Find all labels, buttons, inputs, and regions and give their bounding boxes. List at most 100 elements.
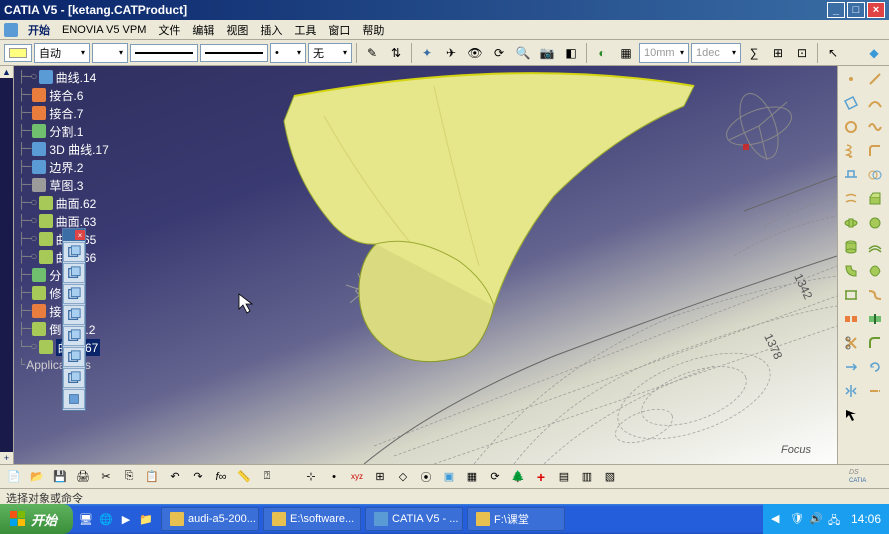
tray-vol-icon[interactable]: 🔊 [809, 512, 823, 526]
cam-icon[interactable]: 📷 [536, 43, 558, 63]
corner-tool-icon[interactable] [864, 140, 886, 162]
cylinder-tool-icon[interactable] [840, 236, 862, 258]
menu-enovia[interactable]: ENOVIA V5 VPM [56, 22, 152, 38]
wire-icon[interactable]: ▦ [615, 43, 637, 63]
save-icon[interactable]: 💾 [50, 467, 70, 487]
cut-icon[interactable]: ✂ [96, 467, 116, 487]
plane-tool-icon[interactable] [840, 92, 862, 114]
ql-folder-icon[interactable]: 📁 [137, 509, 155, 529]
wand-icon[interactable]: ✎ [361, 43, 383, 63]
trim-tool-icon[interactable] [840, 332, 862, 354]
menu-tools[interactable]: 工具 [288, 20, 322, 40]
curve-tool-icon[interactable] [864, 92, 886, 114]
task-software[interactable]: E:\software... [263, 507, 361, 531]
fill-tool-icon[interactable] [864, 260, 886, 282]
split-tool-icon[interactable] [864, 308, 886, 330]
tray-net-icon[interactable]: 🖧 [828, 512, 842, 526]
tree-item[interactable]: ├─3D 曲线.17 [18, 140, 109, 158]
menu-window[interactable]: 窗口 [322, 20, 356, 40]
tree-item[interactable]: ├─草图.3 [18, 176, 109, 194]
tree-item[interactable]: ├─边界.2 [18, 158, 109, 176]
tree-item[interactable]: ├─分割.1 [18, 122, 109, 140]
start-button[interactable]: 开始 [0, 504, 73, 534]
ql-media-icon[interactable]: ▶ [117, 509, 135, 529]
scan-icon[interactable]: ⦿ [416, 467, 436, 487]
menu-edit[interactable]: 编辑 [186, 20, 220, 40]
menu-help[interactable]: 帮助 [356, 20, 390, 40]
translate-tool-icon[interactable] [840, 356, 862, 378]
task-catia[interactable]: CATIA V5 - ... [365, 507, 463, 531]
combo-point[interactable]: • [270, 43, 306, 63]
combo-thickness[interactable] [92, 43, 128, 63]
menu-file[interactable]: 文件 [152, 20, 186, 40]
circle-tool-icon[interactable] [840, 116, 862, 138]
menu-start[interactable]: 开始 [22, 20, 56, 40]
fillet-tool-icon[interactable] [864, 332, 886, 354]
point-tool-icon[interactable] [840, 68, 862, 90]
blend-tool-icon[interactable] [864, 284, 886, 306]
xyz-icon[interactable]: xyz [347, 467, 367, 487]
close-button[interactable]: × [867, 2, 885, 18]
parallel-tool-icon[interactable] [840, 188, 862, 210]
offset-tool-icon[interactable] [864, 236, 886, 258]
view-icon[interactable]: 👁 [464, 43, 486, 63]
combo-none[interactable]: 无 [308, 43, 352, 63]
palette-close-icon[interactable]: × [75, 230, 85, 240]
project-tool-icon[interactable] [840, 164, 862, 186]
compass-icon[interactable]: ✦ [416, 43, 438, 63]
ruler-down-icon[interactable]: + [0, 452, 13, 464]
tree-item[interactable]: ├─○曲面.62 [18, 194, 109, 212]
redo-icon[interactable]: ↷ [188, 467, 208, 487]
set-icon[interactable]: ▦ [462, 467, 482, 487]
combo-dim[interactable]: 10mm [639, 43, 689, 63]
minimize-button[interactable]: _ [827, 2, 845, 18]
menu-insert[interactable]: 插入 [254, 20, 288, 40]
palette-box7-icon[interactable] [63, 368, 85, 388]
arrow-tool-icon[interactable] [840, 404, 862, 426]
formula-icon[interactable]: ∑ [743, 43, 765, 63]
system-tray[interactable]: ◀ 🛡 🔊 🖧 14:06 [763, 504, 889, 534]
revolve-tool-icon[interactable] [840, 212, 862, 234]
axis-icon[interactable]: ⊹ [301, 467, 321, 487]
q-icon[interactable]: ⍰ [257, 467, 277, 487]
combo-linestyle1[interactable] [130, 44, 198, 62]
intersect-tool-icon[interactable] [864, 164, 886, 186]
palette-box2-icon[interactable] [63, 263, 85, 283]
extrude-tool-icon[interactable] [864, 188, 886, 210]
sweep-tool-icon[interactable] [840, 260, 862, 282]
shade-icon[interactable]: ◐ [591, 43, 613, 63]
viewport[interactable]: 1342 1378 [14, 66, 837, 464]
tree-item[interactable]: ├─接合.7 [18, 104, 109, 122]
tree-item[interactable]: ├─○曲线.14 [18, 68, 109, 86]
rotate-tool-icon[interactable] [864, 356, 886, 378]
combo-linestyle2[interactable] [200, 44, 268, 62]
task-ketang[interactable]: F:\课堂 [467, 507, 565, 531]
combo-dec[interactable]: 1dec [691, 43, 741, 63]
measure-icon[interactable]: 📏 [234, 467, 254, 487]
palette-box1-icon[interactable] [63, 242, 85, 262]
palette-box3-icon[interactable] [63, 284, 85, 304]
extrapolate-tool-icon[interactable] [864, 380, 886, 402]
multisection-tool-icon[interactable] [840, 284, 862, 306]
sort-icon[interactable]: ⇅ [385, 43, 407, 63]
menu-view[interactable]: 视图 [220, 20, 254, 40]
arrow-icon[interactable]: ↖ [822, 43, 844, 63]
helix-tool-icon[interactable] [840, 140, 862, 162]
combo-auto[interactable]: 自动 [34, 43, 90, 63]
grid2-icon[interactable]: ⊡ [791, 43, 813, 63]
doc2-icon[interactable]: ▥ [577, 467, 597, 487]
body-icon[interactable]: ▣ [439, 467, 459, 487]
palette-box5-icon[interactable] [63, 326, 85, 346]
workbench-icon[interactable]: ◆ [863, 43, 885, 63]
geom-icon[interactable]: ◇ [393, 467, 413, 487]
doc3-icon[interactable]: ▧ [600, 467, 620, 487]
tree-item[interactable]: ├─接合.6 [18, 86, 109, 104]
color-swatch[interactable] [4, 44, 32, 62]
grid-icon[interactable]: ⊞ [370, 467, 390, 487]
grid1-icon[interactable]: ⊞ [767, 43, 789, 63]
new-icon[interactable]: 📄 [4, 467, 24, 487]
palette-box4-icon[interactable] [63, 305, 85, 325]
ql-ie-icon[interactable]: 🌐 [97, 509, 115, 529]
join-tool-icon[interactable] [840, 308, 862, 330]
symmetry-tool-icon[interactable] [840, 380, 862, 402]
